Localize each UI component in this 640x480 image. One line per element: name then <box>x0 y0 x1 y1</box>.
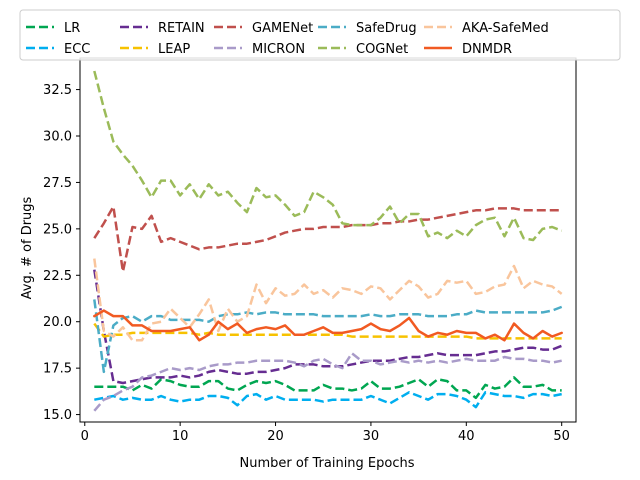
legend-label-cognet: COGNet <box>356 42 408 57</box>
y-axis-title: Avg. # of Drugs <box>20 196 35 299</box>
legend-label-lr: LR <box>64 21 80 36</box>
x-tick-label: 0 <box>81 429 89 444</box>
series-line-lr <box>94 376 562 400</box>
series-line-dnmdr <box>93 309 563 342</box>
x-tick-label: 10 <box>172 429 189 444</box>
x-tick-label: 40 <box>458 429 475 444</box>
legend: LR ECC RETAIN LEAP GAMENet MICRON SafeDrug COGN… <box>19 9 621 61</box>
y-tick-label: 20.0 <box>43 315 72 330</box>
x-tick-label: 30 <box>363 429 380 444</box>
y-tick-label: 17.5 <box>43 362 72 377</box>
x-tick-label: 20 <box>267 429 284 444</box>
y-tick-label: 15.0 <box>43 408 72 423</box>
legend-label-leap: LEAP <box>158 42 190 57</box>
y-tick-label: 22.5 <box>43 269 72 284</box>
legend-label-ecc: ECC <box>64 42 90 57</box>
series-line-micron <box>93 352 562 412</box>
series-line-retain <box>93 269 563 385</box>
x-axis-title: Number of Training Epochs <box>239 456 414 471</box>
legend-label-dnmdr: DNMDR <box>462 42 512 57</box>
legend-label-gamenet: GAMENet <box>252 21 313 36</box>
x-tick-label: 50 <box>553 429 570 444</box>
y-tick-label: 25.0 <box>43 222 72 237</box>
series-line-aka-safemed <box>93 258 563 342</box>
legend-frame <box>19 9 621 61</box>
series-line-cognet <box>93 70 563 242</box>
legend-label-retain: RETAIN <box>158 21 205 36</box>
y-tick-label: 32.5 <box>43 83 72 98</box>
y-tick-label: 27.5 <box>43 176 72 191</box>
legend-label-micron: MICRON <box>252 42 305 57</box>
y-tick-label: 30.0 <box>43 130 72 145</box>
series-line-ecc <box>94 391 562 409</box>
series-line-safedrug <box>93 299 563 374</box>
legend-label-safedrug: SafeDrug <box>356 21 417 36</box>
legend-label-aka-safemed: AKA-SafeMed <box>462 21 549 36</box>
series-line-gamenet <box>93 205 562 273</box>
